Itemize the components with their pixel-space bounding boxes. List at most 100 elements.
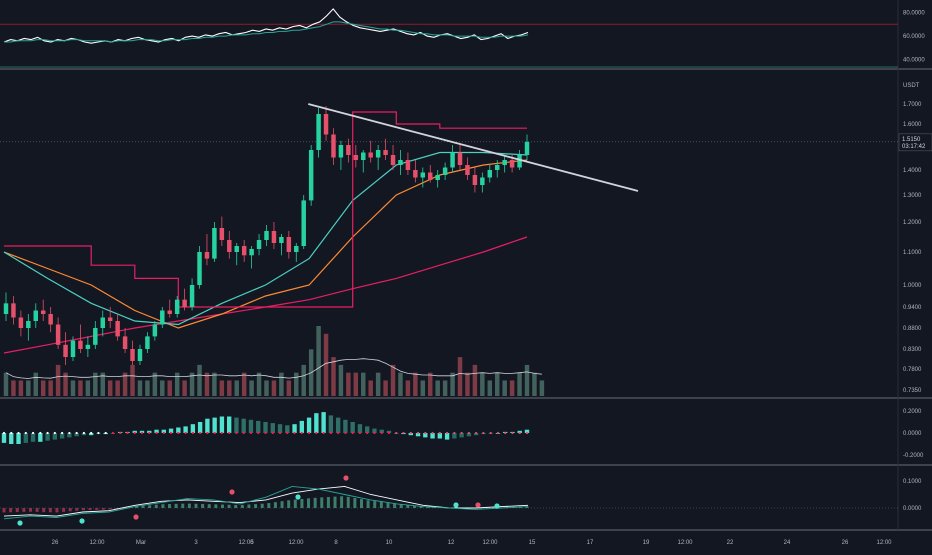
macd-histogram-bar [343,419,348,433]
osc-histogram-bar [406,504,410,508]
price-tick-label: 1.7000 [903,102,922,108]
candle-body [442,167,448,175]
macd-zero-dot [169,431,173,435]
volume-bar [26,380,31,396]
candle-body [63,344,68,357]
price-tick-label: 0.7800 [903,367,922,373]
osc-histogram-bar [320,497,324,508]
x-axis-label: 24 [784,540,791,546]
x-axis-label: 5 [250,540,254,546]
osc-histogram-bar [227,504,231,508]
osc-histogram-bar [260,503,264,508]
osc-histogram-bar [28,508,32,512]
volume-bar [413,372,418,396]
osc-histogram-bar [333,496,337,508]
macd-zero-dot [111,431,115,435]
candle-body [122,336,128,349]
volume-bar [93,372,98,396]
candle-body [219,228,225,240]
macd-histogram-bar [524,429,530,433]
macd-zero-dot [482,431,485,435]
macd-histogram-bar [190,424,196,433]
price-tick-label: 0.9400 [903,305,922,311]
macd-histogram-bar [248,419,254,433]
x-axis-label: 12:00 [482,540,498,546]
volume-bar [301,364,306,396]
osc-histogram-bar [412,505,416,508]
osc-histogram-bar [181,503,185,508]
osc-cross-dot [229,489,235,495]
macd-histogram-bar [263,422,268,433]
macd-zero-dot [242,431,245,435]
macd-histogram-bar [350,422,355,433]
osc-histogram-bar [154,504,158,508]
volume-bar [539,380,545,396]
macd-histogram-bar [437,433,443,439]
macd-zero-dot [351,431,354,435]
macd-histogram-bar [459,433,464,438]
volume-bar [174,372,180,396]
macd-zero-dot [31,431,35,435]
price-tick-label: 1.6000 [903,122,922,128]
candle-body [70,340,76,357]
macd-zero-dot [278,431,282,435]
osc-histogram-bar [340,496,344,508]
osc-histogram-bar [95,508,99,510]
candle-body [472,175,478,185]
volume-bar [316,326,321,396]
rsi-line-0 [3,8,529,44]
macd-histogram-bar [256,420,261,433]
osc-histogram-bar [2,508,6,513]
macd-histogram-bar [212,417,217,433]
macd-zero-dot [402,431,405,435]
macd-zero-dot [307,431,311,435]
macd-zero-dot [504,431,507,435]
volume-bar [256,372,262,396]
osc-histogram-bar [313,497,317,508]
osc-histogram-bar [492,507,496,508]
macd-zero-dot [460,431,463,435]
volume-bar [145,380,150,396]
macd-zero-dot [53,431,56,435]
candle-body [55,324,61,345]
osc-histogram-bar [88,508,92,511]
volume-bar [465,372,470,396]
candle-body [33,310,39,321]
macd-zero-dot [228,431,231,435]
volume-bar [286,380,292,396]
macd-zero-dot [322,431,325,435]
osc-histogram-bar [35,508,39,512]
x-axis-label: 12:00 [288,540,304,546]
macd-zero-dot [155,431,158,435]
candle-body [18,317,24,328]
macd-zero-dot [184,431,187,435]
x-axis-label: 12:00 [677,540,693,546]
volume-bar [390,364,396,396]
macd-histogram-bar [139,430,145,433]
volume-bar [509,380,515,396]
osc-histogram-bar [15,508,19,513]
x-axis-label: 12 [448,540,455,546]
macd-zero-dot [162,431,165,435]
candle-body [494,165,500,170]
candle-body [227,240,232,252]
volume-bar [472,364,478,396]
osc-histogram-bar [240,504,244,508]
candle-body [368,152,373,158]
macd-histogram-bar [23,433,28,443]
macd-zero-dot [235,431,238,435]
macd-histogram-bar [415,433,421,437]
macd-histogram-bar [52,433,58,440]
candle-body [346,145,351,155]
macd-histogram-bar [277,424,283,433]
candle-body [26,321,31,328]
macd-histogram-bar [314,413,319,433]
overlay-ma200 [3,236,528,354]
osc-histogram-bar [194,503,198,508]
macd-zero-dot [46,431,49,435]
macd-histogram-bar [88,433,94,436]
macd-histogram-bar [161,429,166,433]
volume-bar [338,364,344,396]
macd-histogram-bar [452,433,457,439]
